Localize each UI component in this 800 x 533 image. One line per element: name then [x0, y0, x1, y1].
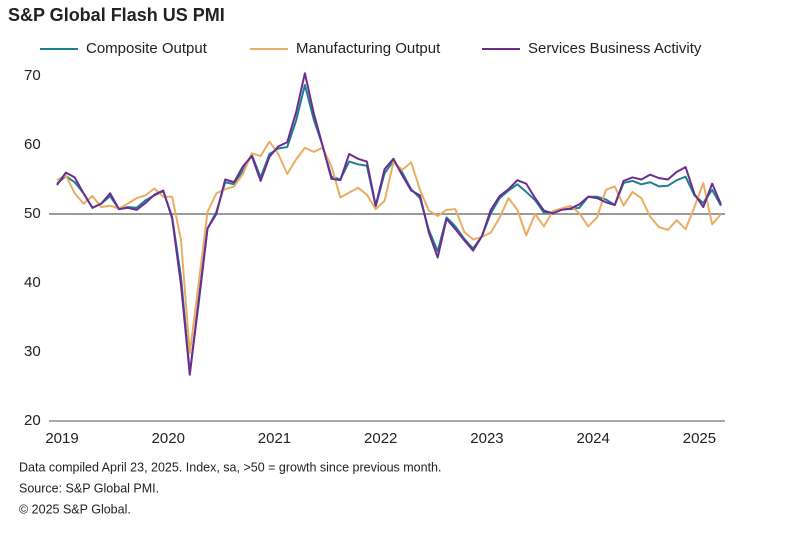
x-tick-label: 2021	[258, 430, 291, 447]
series-line	[56, 72, 722, 376]
x-tick-label: 2024	[577, 430, 610, 447]
x-tick-label: 2025	[683, 430, 716, 447]
footnote: © 2025 S&P Global.	[19, 502, 131, 516]
footnote: Data compiled April 23, 2025. Index, sa,…	[19, 460, 441, 474]
x-tick-label: 2020	[152, 430, 185, 447]
y-tick-label: 60	[24, 136, 41, 153]
x-tick-label: 2022	[364, 430, 397, 447]
series-line	[56, 140, 722, 355]
x-tick-label: 2019	[45, 430, 78, 447]
x-tick-label: 2023	[470, 430, 503, 447]
y-tick-label: 30	[24, 343, 41, 360]
chart-title: S&P Global Flash US PMI	[8, 5, 225, 25]
legend-label: Composite Output	[86, 40, 208, 57]
series-line	[56, 83, 722, 374]
y-tick-label: 20	[24, 412, 41, 429]
y-tick-label: 70	[24, 67, 41, 84]
y-tick-label: 40	[24, 274, 41, 291]
legend-label: Manufacturing Output	[296, 40, 441, 57]
footnote: Source: S&P Global PMI.	[19, 481, 159, 495]
legend-label: Services Business Activity	[528, 40, 702, 57]
y-tick-label: 50	[24, 205, 41, 222]
